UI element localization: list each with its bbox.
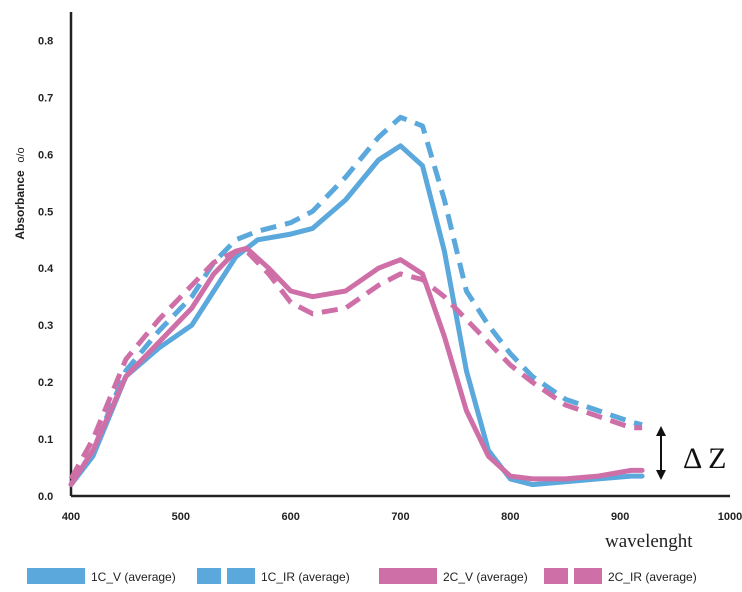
y-tick-label-2: 0.2 <box>38 377 53 389</box>
legend-label-3: 2C_IR (average) <box>608 570 697 584</box>
y-tick-label-1: 0.1 <box>38 434 53 446</box>
y-tick-label-8: 0.8 <box>38 35 53 47</box>
x-tick-label-5: 900 <box>611 511 629 523</box>
legend-swatch-2 <box>379 568 437 584</box>
x-tick-label-3: 700 <box>391 511 409 523</box>
delta-z-annotation: Δ Z <box>656 426 726 480</box>
delta-z-label: Δ Z <box>683 442 726 475</box>
y-axis-label: Absorbance <box>13 170 27 240</box>
y-tick-label-0: 0.0 <box>38 491 53 503</box>
legend-swatch-1-b <box>227 568 255 584</box>
y-axis-unit: o/o <box>15 147 27 162</box>
y-tick-label-5: 0.5 <box>38 206 53 218</box>
delta-z-arrowhead-up <box>656 426 666 436</box>
x-tick-label-6: 1000 <box>718 511 742 523</box>
x-tick-label-1: 500 <box>172 511 190 523</box>
x-tick-labels: 400 500 600 700 800 900 1000 <box>62 511 742 523</box>
legend-label-1: 1C_IR (average) <box>261 570 350 584</box>
chart-axes <box>69 12 730 498</box>
legend-item-3: 2C_IR (average) <box>544 568 697 584</box>
delta-z-arrowhead-down <box>656 470 666 480</box>
chart-legend: 1C_V (average) 1C_IR (average) 2C_V (avera… <box>27 568 697 584</box>
series-line-1c-v-average <box>68 143 645 488</box>
legend-item-1: 1C_IR (average) <box>197 568 350 584</box>
legend-swatch-3-a <box>544 568 568 584</box>
legend-label-2: 2C_V (average) <box>443 570 528 584</box>
y-tick-label-3: 0.3 <box>38 320 53 332</box>
legend-item-2: 2C_V (average) <box>379 568 528 584</box>
legend-swatch-1-a <box>197 568 221 584</box>
x-axis-label: wavelenght <box>605 531 693 552</box>
y-tick-label-4: 0.4 <box>38 263 54 275</box>
series-line-2c-v-average <box>68 245 645 488</box>
x-tick-label-4: 800 <box>501 511 519 523</box>
y-tick-label-7: 0.7 <box>38 92 53 104</box>
x-tick-label-2: 600 <box>281 511 299 523</box>
legend-label-0: 1C_V (average) <box>91 570 176 584</box>
y-tick-label-6: 0.6 <box>38 149 53 161</box>
series-lines <box>68 114 645 488</box>
x-tick-label-0: 400 <box>62 511 80 523</box>
legend-swatch-3-b <box>574 568 602 584</box>
legend-swatch-0 <box>27 568 85 584</box>
legend-item-0: 1C_V (average) <box>27 568 176 584</box>
series-line-1c-ir-average <box>68 114 643 486</box>
y-tick-labels: 0.0 0.1 0.2 0.3 0.4 0.5 0.6 0.7 0.8 <box>38 35 54 503</box>
